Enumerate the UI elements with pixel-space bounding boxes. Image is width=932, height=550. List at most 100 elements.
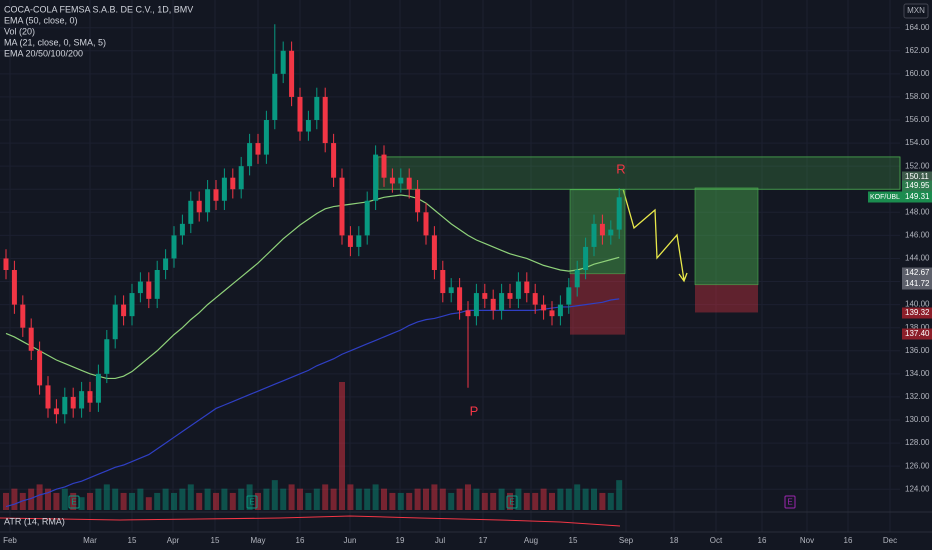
price-label: 149.31 — [905, 192, 930, 201]
price-label-bg — [902, 307, 932, 319]
atr-line — [0, 515, 621, 527]
volume-bar — [112, 488, 119, 510]
loss-zone — [695, 284, 758, 313]
volume-bar — [187, 484, 194, 510]
volume-bar — [473, 488, 480, 510]
volume-bar — [364, 488, 371, 510]
x-tick-label: Mar — [83, 536, 97, 545]
earnings-badge — [68, 495, 80, 509]
price-label: 150.11 — [905, 172, 929, 181]
price-label: 141.72 — [905, 279, 930, 288]
volume-bar — [456, 488, 463, 510]
candle-body — [322, 96, 328, 144]
candle-body — [423, 212, 429, 236]
candle-body — [331, 143, 337, 178]
candle-body — [373, 154, 379, 201]
candle-body — [272, 73, 278, 120]
candle-body — [431, 235, 437, 270]
candle-body — [95, 373, 101, 403]
volume-bar — [565, 488, 572, 510]
candle-body — [45, 385, 51, 409]
volume-bar — [423, 488, 429, 510]
volume-bar — [305, 492, 312, 510]
price-label-bg — [902, 278, 932, 290]
candle-body — [507, 293, 513, 299]
candle-body — [440, 270, 446, 294]
volume-bar — [523, 492, 530, 510]
x-tick-label: Oct — [710, 536, 723, 545]
volume-bar — [196, 492, 203, 510]
candle-body — [221, 177, 227, 201]
candle-body — [339, 177, 345, 236]
candle-body — [305, 120, 311, 132]
earnings-badge — [246, 495, 258, 509]
profit-zone — [694, 187, 759, 286]
candle-body — [154, 270, 160, 299]
volume-bar — [129, 492, 135, 510]
candle-body — [230, 177, 236, 190]
candle-body — [415, 189, 421, 213]
candle-body — [465, 310, 471, 317]
volume-bar — [532, 492, 539, 510]
volume-bar — [246, 484, 253, 510]
x-tick-label: 15 — [569, 536, 578, 545]
volume-bar — [78, 497, 85, 510]
x-tick-label: Sep — [619, 536, 634, 545]
candle-body — [280, 50, 286, 74]
candle-body — [297, 96, 303, 132]
x-tick-label: Jun — [344, 536, 357, 545]
volume-bar — [574, 484, 581, 510]
volume-bar — [439, 488, 446, 510]
symbol-tag-bg — [868, 191, 902, 203]
earnings-marker: E — [249, 498, 254, 507]
candle-body — [591, 223, 597, 247]
x-tick-label: Nov — [800, 536, 814, 545]
y-tick-label: 132.00 — [905, 392, 930, 401]
candle-body — [381, 154, 387, 178]
currency-badge[interactable] — [903, 3, 929, 19]
earnings-badge — [784, 495, 796, 509]
candle-body — [137, 281, 143, 294]
volume-bar — [313, 488, 320, 510]
earnings-marker: E — [787, 498, 792, 507]
candle-body — [389, 177, 395, 184]
y-tick-label: 154.00 — [905, 138, 930, 147]
candle-body — [87, 391, 93, 403]
volume-bar — [448, 492, 455, 510]
indicator-label: EMA (50, close, 0) — [4, 15, 78, 25]
earnings-marker: E — [509, 498, 514, 507]
candle-body — [3, 258, 9, 270]
volume-bar — [120, 492, 127, 510]
candle-body — [28, 327, 34, 351]
x-tick-label: 15 — [128, 536, 137, 545]
x-tick-label: 19 — [396, 536, 405, 545]
price-label: 137.40 — [905, 329, 930, 338]
volume-bar — [582, 488, 589, 510]
profit-zone — [569, 189, 626, 275]
volume-bar — [297, 488, 303, 510]
x-tick-label: Aug — [524, 536, 538, 545]
volume-bar — [490, 492, 497, 510]
volume-bar — [61, 488, 68, 510]
volume-bar — [330, 488, 337, 510]
x-tick-label: Feb — [3, 536, 17, 545]
volume-bar — [87, 492, 93, 510]
candle-body — [112, 304, 118, 340]
candle-body — [129, 293, 135, 317]
volume-bar — [389, 492, 396, 510]
candle-body — [499, 293, 505, 311]
candle-body — [179, 223, 185, 236]
volume-bar — [271, 480, 278, 510]
candle-body — [557, 304, 563, 317]
volume-bar — [540, 488, 547, 510]
resistance-zone — [377, 156, 901, 190]
x-tick-label: Jul — [435, 536, 445, 545]
price-label: 139.32 — [905, 308, 930, 317]
volume-bar — [53, 492, 60, 510]
candle-body — [205, 189, 211, 213]
y-tick-label: 156.00 — [905, 115, 930, 124]
candle-body — [196, 200, 202, 213]
volume-bar — [381, 488, 387, 510]
x-tick-label: May — [250, 536, 265, 545]
volume-bar — [607, 492, 614, 510]
